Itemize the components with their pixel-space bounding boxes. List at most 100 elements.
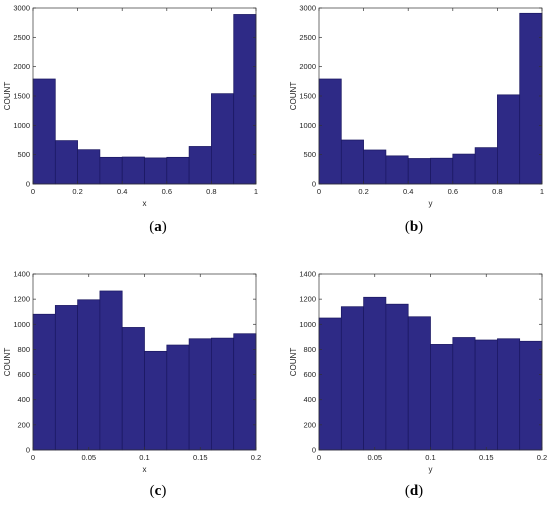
- histogram-b: 0 500 1000 1500 2000 2500 3000 0 0.2 0.4 0.6 0.8 1 y C…: [289, 4, 544, 209]
- y-tick-label: 2000: [13, 62, 30, 71]
- y-tick-label: 1000: [299, 320, 316, 329]
- y-axis-label: COUNT: [289, 82, 298, 111]
- bar: [121, 156, 145, 185]
- y-tick-label: 0: [312, 180, 316, 189]
- caption-b: (b): [404, 219, 424, 235]
- caption-d: (d): [404, 483, 424, 499]
- bar: [474, 147, 498, 185]
- x-tick-label: 1: [254, 187, 258, 196]
- x-tick-label: 0.15: [193, 453, 208, 462]
- bar: [452, 337, 476, 451]
- bar: [363, 149, 387, 185]
- bar: [452, 153, 476, 185]
- bar: [54, 305, 78, 451]
- y-tick-label: 2500: [299, 33, 316, 42]
- y-tick-label: 0: [312, 446, 316, 455]
- y-axis-label: COUNT: [289, 348, 298, 377]
- bar: [318, 317, 342, 451]
- x-tick-label: 0.8: [492, 187, 502, 196]
- bar: [430, 344, 454, 451]
- bar: [519, 12, 543, 185]
- x-tick-label: 0: [31, 187, 35, 196]
- x-tick-label: 0.4: [117, 187, 127, 196]
- bar: [233, 14, 257, 185]
- bar: [497, 94, 521, 185]
- y-tick-label: 1000: [13, 320, 30, 329]
- x-tick-label: 0: [31, 453, 35, 462]
- x-tick-label: 0.2: [537, 453, 547, 462]
- x-tick-label: 0.6: [162, 187, 172, 196]
- y-tick-label: 3000: [13, 4, 30, 13]
- bar: [54, 140, 78, 185]
- bar: [519, 340, 543, 451]
- y-tick-label: 200: [303, 420, 316, 429]
- bar: [407, 158, 431, 185]
- histogram-d: 0 200 400 600 800 1000 1200 1400 0 0.05 0.1 0.15 0.2…: [289, 270, 547, 475]
- x-tick-label: 0.1: [139, 453, 149, 462]
- x-tick-label: 0.4: [403, 187, 413, 196]
- y-tick-label: 600: [17, 370, 30, 379]
- bar: [363, 296, 387, 451]
- bar: [318, 78, 342, 185]
- y-tick-label: 1200: [13, 295, 30, 304]
- x-tick-label: 0.8: [206, 187, 216, 196]
- bar: [430, 157, 454, 185]
- bar: [497, 338, 521, 451]
- x-tick-label: 0.1: [425, 453, 435, 462]
- bar: [144, 157, 168, 185]
- x-tick-label: 0.2: [72, 187, 82, 196]
- x-tick-label: 0.05: [367, 453, 382, 462]
- y-tick-label: 2500: [13, 33, 30, 42]
- bar: [340, 139, 364, 185]
- bar: [144, 350, 168, 451]
- bar: [211, 93, 235, 185]
- x-tick-label: 0.2: [251, 453, 261, 462]
- y-tick-label: 1000: [299, 121, 316, 130]
- y-tick-label: 200: [17, 420, 30, 429]
- x-tick-label: 0.15: [479, 453, 494, 462]
- y-tick-label: 0: [26, 180, 30, 189]
- bar: [407, 316, 431, 451]
- histogram-a: 0 500 1000 1500 2000 2500 3000 0 0.2 0.4 0.6 0.8 1 x C…: [3, 4, 258, 209]
- x-tick-label: 0: [317, 453, 321, 462]
- bar: [166, 344, 190, 451]
- bar: [32, 78, 56, 185]
- bar: [99, 156, 123, 185]
- y-tick-label: 400: [17, 395, 30, 404]
- y-tick-label: 3000: [299, 4, 316, 13]
- bar: [166, 156, 190, 185]
- bar: [121, 327, 145, 451]
- y-tick-label: 1400: [13, 270, 30, 279]
- bar: [211, 337, 235, 451]
- bar: [32, 313, 56, 451]
- x-axis-label: y: [429, 465, 433, 474]
- y-tick-label: 1000: [13, 121, 30, 130]
- x-tick-label: 1: [540, 187, 544, 196]
- bar: [385, 155, 409, 185]
- y-tick-label: 800: [303, 345, 316, 354]
- y-axis-label: COUNT: [3, 348, 12, 377]
- bar: [385, 303, 409, 451]
- x-axis-label: x: [143, 199, 147, 208]
- histogram-c: 0 200 400 600 800 1000 1200 1400 0 0.05 0.1 0.15 0.2…: [3, 270, 261, 475]
- bar: [99, 290, 123, 451]
- y-tick-label: 600: [303, 370, 316, 379]
- y-tick-label: 2000: [299, 62, 316, 71]
- x-tick-label: 0.05: [81, 453, 96, 462]
- x-tick-label: 0: [317, 187, 321, 196]
- y-tick-label: 500: [17, 150, 30, 159]
- bar: [340, 306, 364, 451]
- y-tick-label: 1400: [299, 270, 316, 279]
- x-tick-label: 0.2: [358, 187, 368, 196]
- bar: [77, 299, 101, 451]
- bar: [77, 149, 101, 185]
- x-axis-label: x: [143, 465, 147, 474]
- bar: [233, 333, 257, 451]
- y-axis-label: COUNT: [3, 82, 12, 111]
- y-tick-label: 1500: [13, 92, 30, 101]
- y-tick-label: 500: [303, 150, 316, 159]
- caption-c: (c): [149, 483, 167, 499]
- y-tick-label: 0: [26, 446, 30, 455]
- x-tick-label: 0.6: [448, 187, 458, 196]
- caption-a: (a): [149, 219, 167, 235]
